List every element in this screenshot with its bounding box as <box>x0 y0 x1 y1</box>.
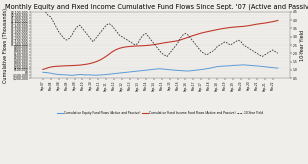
Legend: Cumulative Equity Fund Flows (Active and Passive), Cumulative Fixed Income Fund : Cumulative Equity Fund Flows (Active and… <box>56 110 265 116</box>
Title: Monthly Equity and Fixed Income Cumulative Fund Flows Since Sept. '07 (Active an: Monthly Equity and Fixed Income Cumulati… <box>5 3 308 10</box>
Y-axis label: Cumulative Flows (Thousands): Cumulative Flows (Thousands) <box>3 8 9 82</box>
Y-axis label: 10-Year Yield: 10-Year Yield <box>299 30 305 61</box>
